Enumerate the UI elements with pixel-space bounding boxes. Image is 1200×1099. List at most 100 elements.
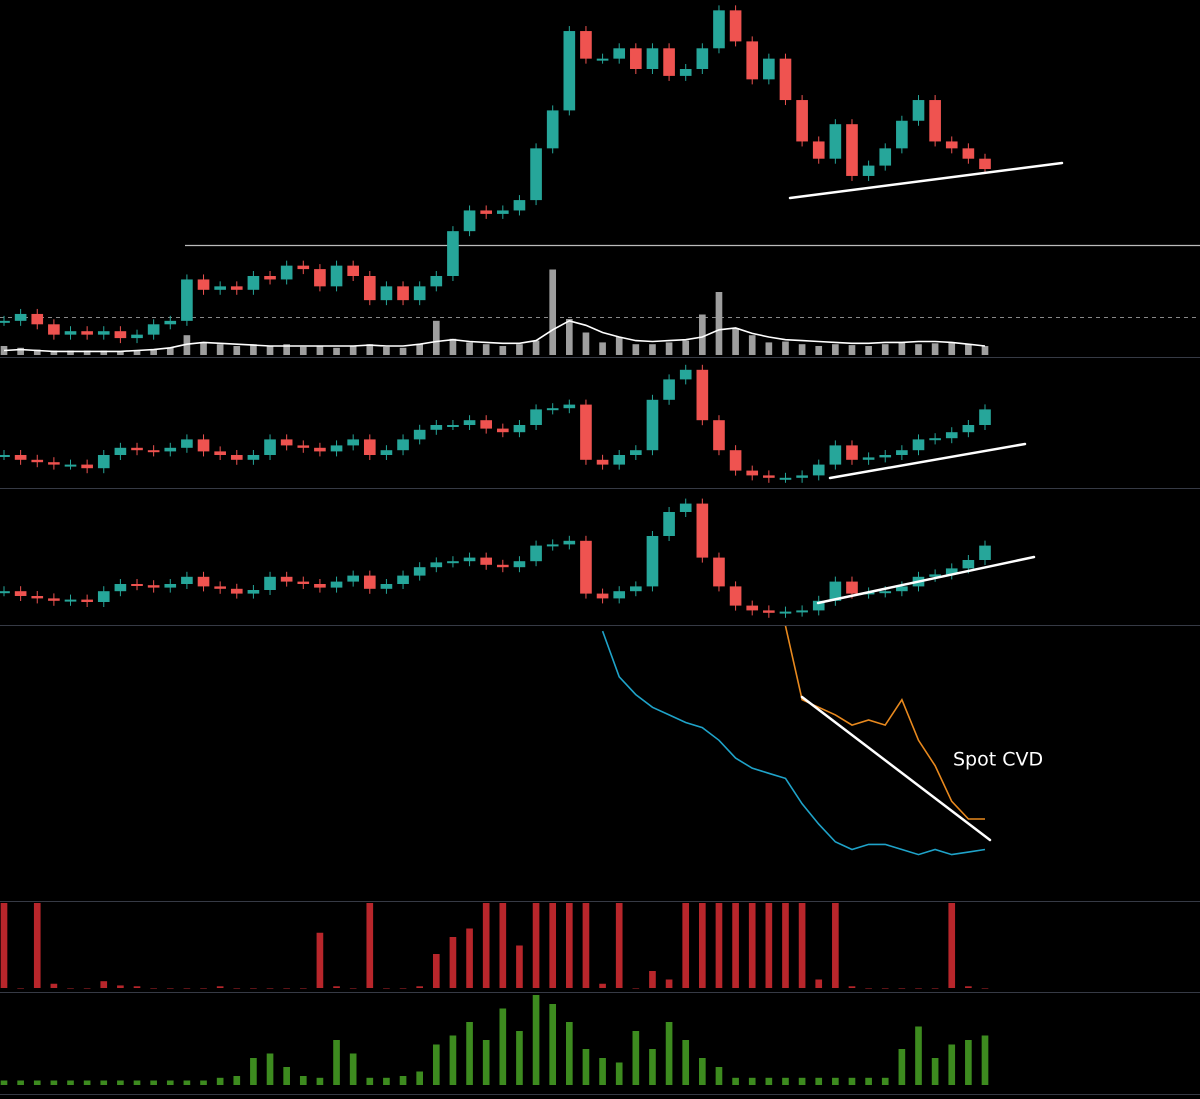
bar xyxy=(166,988,174,989)
candle xyxy=(812,464,825,476)
bar xyxy=(299,988,307,989)
annotation: Spot CVD xyxy=(953,749,1043,771)
candle xyxy=(879,591,892,594)
bar xyxy=(516,344,523,355)
bar xyxy=(798,903,806,988)
bar xyxy=(499,903,507,988)
bar xyxy=(33,349,41,355)
candle xyxy=(447,231,459,276)
candle xyxy=(463,420,476,425)
bar xyxy=(117,351,124,355)
candle xyxy=(397,286,409,301)
bar xyxy=(615,337,623,355)
bar xyxy=(699,1058,706,1085)
bar xyxy=(0,1080,8,1085)
candle xyxy=(64,464,77,467)
candle xyxy=(896,586,908,592)
candle xyxy=(247,276,260,290)
candle xyxy=(663,48,675,76)
candle xyxy=(979,158,991,170)
bar xyxy=(765,342,773,355)
candle xyxy=(580,404,592,460)
candle xyxy=(646,48,659,69)
line xyxy=(3,319,986,353)
candle xyxy=(114,331,127,339)
candle xyxy=(829,445,842,465)
bar xyxy=(948,1044,956,1085)
bar xyxy=(299,346,307,355)
bar xyxy=(715,1067,723,1085)
candle xyxy=(347,265,359,276)
bar xyxy=(449,1035,457,1085)
bar xyxy=(881,988,889,989)
candle xyxy=(297,581,310,584)
bar xyxy=(865,346,872,355)
bar xyxy=(399,347,407,355)
candle xyxy=(264,276,276,280)
bar xyxy=(782,903,789,988)
candle xyxy=(447,425,459,427)
trend-line xyxy=(816,555,1036,605)
candle xyxy=(0,320,10,323)
bar xyxy=(449,338,457,355)
bar xyxy=(383,988,390,989)
bar xyxy=(482,903,490,988)
bar xyxy=(33,903,41,988)
candle xyxy=(979,409,991,425)
bar xyxy=(748,903,756,988)
bar xyxy=(17,988,24,989)
bar xyxy=(366,1077,374,1085)
candle xyxy=(563,540,576,545)
candle xyxy=(164,447,177,452)
bar xyxy=(565,319,573,355)
bar xyxy=(133,1080,141,1085)
candle xyxy=(713,10,725,49)
bar xyxy=(615,903,623,988)
bar xyxy=(832,903,839,988)
bar xyxy=(283,1067,290,1085)
candle xyxy=(663,379,675,400)
candle xyxy=(14,591,27,596)
bar xyxy=(366,903,374,988)
candle xyxy=(796,610,808,613)
candle xyxy=(929,438,941,441)
candle xyxy=(380,450,393,455)
bar xyxy=(216,986,224,988)
candle xyxy=(413,286,426,301)
bar xyxy=(133,986,141,988)
candle xyxy=(546,544,559,547)
bar xyxy=(748,335,756,355)
candle xyxy=(197,439,210,452)
candle xyxy=(297,445,310,448)
bar xyxy=(599,1058,606,1085)
trend-line xyxy=(828,442,1027,480)
candle xyxy=(297,265,310,270)
candle xyxy=(929,100,941,142)
candle xyxy=(480,210,493,214)
candle xyxy=(496,564,509,568)
candle xyxy=(912,439,925,451)
candle xyxy=(713,420,725,451)
candle xyxy=(546,110,559,149)
bar xyxy=(17,347,24,355)
candle xyxy=(14,455,27,460)
candle xyxy=(796,475,808,478)
candle xyxy=(962,425,975,433)
bar xyxy=(865,1077,872,1085)
bar xyxy=(83,350,91,355)
candle xyxy=(181,576,193,584)
bar xyxy=(316,1077,324,1085)
candle xyxy=(81,331,93,335)
bar xyxy=(931,988,939,989)
bar xyxy=(782,341,789,355)
candle xyxy=(48,462,60,465)
candle xyxy=(979,545,991,560)
candle xyxy=(230,455,243,460)
candle xyxy=(214,451,226,455)
candle xyxy=(630,48,642,69)
candle xyxy=(114,447,127,455)
bar xyxy=(832,344,839,355)
candle xyxy=(247,590,260,594)
bar xyxy=(432,320,440,355)
bar xyxy=(848,1077,856,1085)
